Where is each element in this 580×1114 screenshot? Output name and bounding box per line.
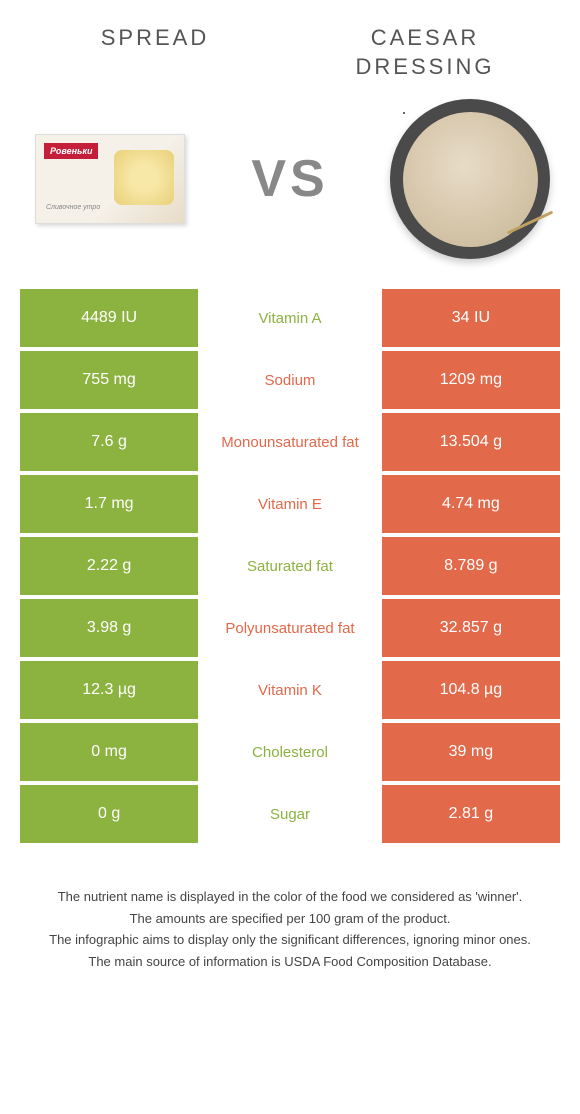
spread-package-icon: Ровеньки Сливочное утро xyxy=(35,134,185,224)
nutrient-label: Sodium xyxy=(198,351,382,409)
left-value-cell: 3.98 g xyxy=(20,599,198,657)
footer-line: The infographic aims to display only the… xyxy=(30,930,550,950)
butter-curl-icon xyxy=(114,150,174,205)
spread-subtext: Сливочное утро xyxy=(46,204,100,211)
footer-notes: The nutrient name is displayed in the co… xyxy=(0,847,580,993)
table-row: 7.6 gMonounsaturated fat13.504 g xyxy=(20,413,560,471)
nutrient-label: Cholesterol xyxy=(198,723,382,781)
footer-line: The amounts are specified per 100 gram o… xyxy=(30,909,550,929)
spread-brand: Ровеньки xyxy=(44,143,98,159)
right-value-cell: 39 mg xyxy=(382,723,560,781)
table-row: 0 mgCholesterol39 mg xyxy=(20,723,560,781)
right-value-cell: 8.789 g xyxy=(382,537,560,595)
left-value-cell: 0 g xyxy=(20,785,198,843)
vs-label: VS xyxy=(251,149,328,209)
header: SPREAD CAESAR DRESSING xyxy=(0,0,580,91)
left-value-cell: 2.22 g xyxy=(20,537,198,595)
right-value-cell: 104.8 µg xyxy=(382,661,560,719)
nutrient-label: Vitamin E xyxy=(198,475,382,533)
right-value-cell: 32.857 g xyxy=(382,599,560,657)
nutrient-label: Polyunsaturated fat xyxy=(198,599,382,657)
table-row: 4489 IUVitamin A34 IU xyxy=(20,289,560,347)
left-value-cell: 0 mg xyxy=(20,723,198,781)
comparison-table: 4489 IUVitamin A34 IU755 mgSodium1209 mg… xyxy=(0,289,580,843)
left-value-cell: 7.6 g xyxy=(20,413,198,471)
nutrient-label: Vitamin A xyxy=(198,289,382,347)
vs-row: Ровеньки Сливочное утро VS xyxy=(0,91,580,289)
right-value-cell: 13.504 g xyxy=(382,413,560,471)
nutrient-label: Monounsaturated fat xyxy=(198,413,382,471)
right-food-image xyxy=(390,99,550,259)
right-value-cell: 34 IU xyxy=(382,289,560,347)
nutrient-label: Sugar xyxy=(198,785,382,843)
nutrient-label: Vitamin K xyxy=(198,661,382,719)
left-value-cell: 4489 IU xyxy=(20,289,198,347)
table-row: 2.22 gSaturated fat8.789 g xyxy=(20,537,560,595)
left-food-title: SPREAD xyxy=(47,24,263,81)
left-value-cell: 1.7 mg xyxy=(20,475,198,533)
dressing-bowl-icon xyxy=(390,99,550,259)
table-row: 755 mgSodium1209 mg xyxy=(20,351,560,409)
left-food-image: Ровеньки Сливочное утро xyxy=(30,99,190,259)
footer-line: The nutrient name is displayed in the co… xyxy=(30,887,550,907)
right-food-title: CAESAR DRESSING xyxy=(317,24,533,81)
right-value-cell: 1209 mg xyxy=(382,351,560,409)
footer-line: The main source of information is USDA F… xyxy=(30,952,550,972)
table-row: 1.7 mgVitamin E4.74 mg xyxy=(20,475,560,533)
right-value-cell: 4.74 mg xyxy=(382,475,560,533)
left-value-cell: 755 mg xyxy=(20,351,198,409)
table-row: 3.98 gPolyunsaturated fat32.857 g xyxy=(20,599,560,657)
left-value-cell: 12.3 µg xyxy=(20,661,198,719)
nutrient-label: Saturated fat xyxy=(198,537,382,595)
table-row: 12.3 µgVitamin K104.8 µg xyxy=(20,661,560,719)
table-row: 0 gSugar2.81 g xyxy=(20,785,560,843)
right-value-cell: 2.81 g xyxy=(382,785,560,843)
